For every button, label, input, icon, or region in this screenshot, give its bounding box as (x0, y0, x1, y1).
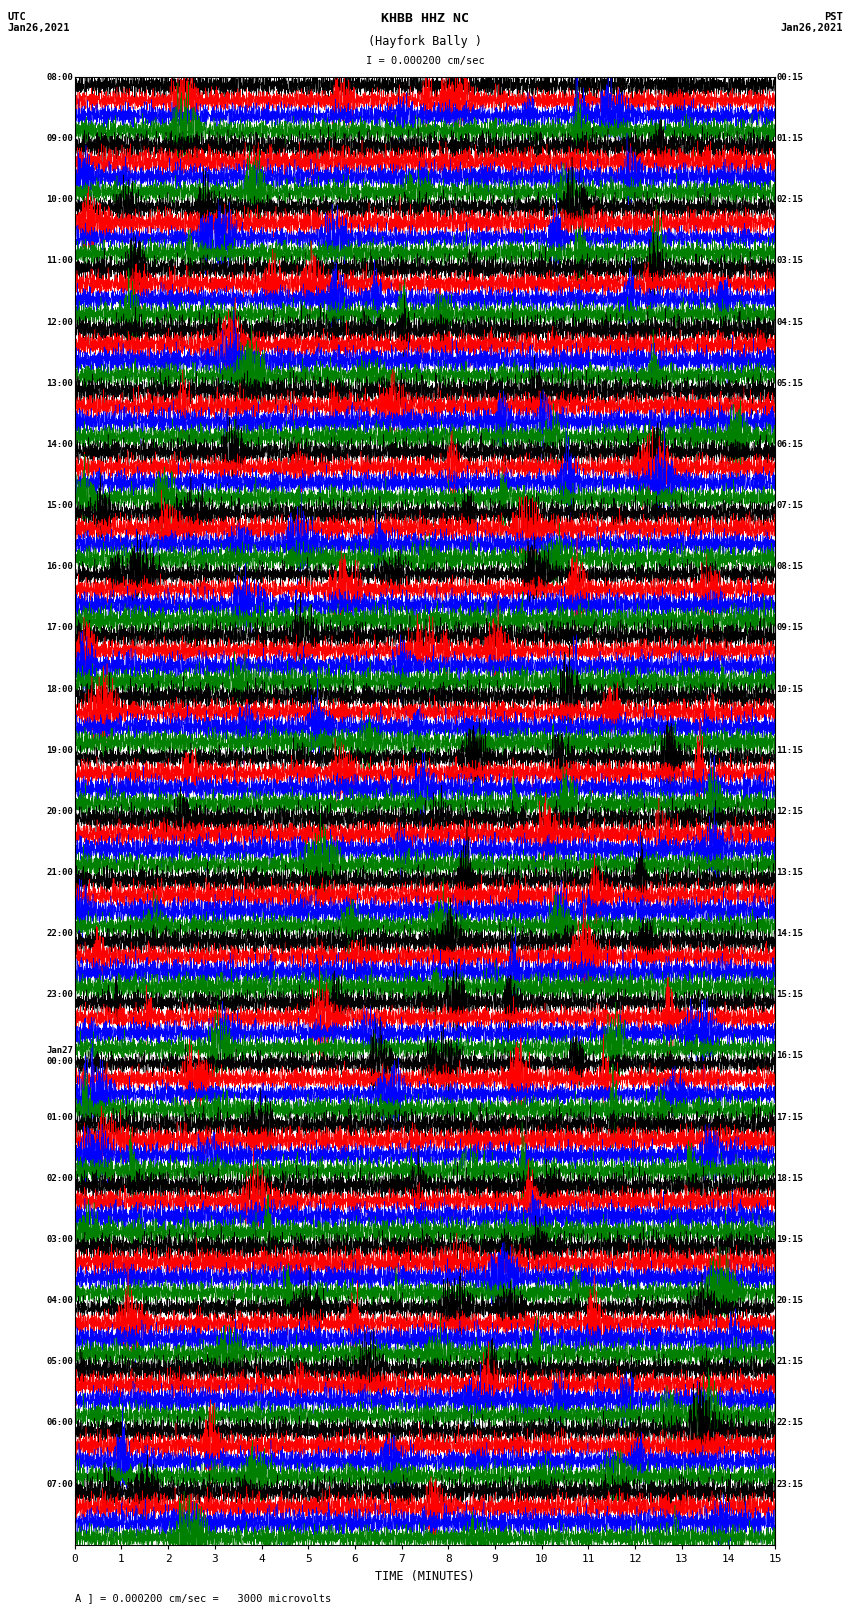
Text: A ] = 0.000200 cm/sec =   3000 microvolts: A ] = 0.000200 cm/sec = 3000 microvolts (75, 1592, 331, 1603)
Text: 07:15: 07:15 (777, 502, 803, 510)
Text: 04:00: 04:00 (47, 1297, 73, 1305)
Text: 12:00: 12:00 (47, 318, 73, 326)
Text: Jan27
00:00: Jan27 00:00 (47, 1047, 73, 1066)
Text: 18:00: 18:00 (47, 684, 73, 694)
Text: 02:15: 02:15 (777, 195, 803, 205)
Text: 21:15: 21:15 (777, 1357, 803, 1366)
Text: 13:00: 13:00 (47, 379, 73, 387)
Text: 23:00: 23:00 (47, 990, 73, 1000)
Text: 09:15: 09:15 (777, 623, 803, 632)
Text: PST
Jan26,2021: PST Jan26,2021 (780, 11, 842, 34)
Text: 14:15: 14:15 (777, 929, 803, 939)
Text: 03:15: 03:15 (777, 256, 803, 266)
Text: 08:00: 08:00 (47, 73, 73, 82)
Text: 02:00: 02:00 (47, 1174, 73, 1182)
Text: I = 0.000200 cm/sec: I = 0.000200 cm/sec (366, 56, 484, 66)
Text: 19:15: 19:15 (777, 1236, 803, 1244)
Text: 11:15: 11:15 (777, 745, 803, 755)
Text: 10:00: 10:00 (47, 195, 73, 205)
Text: 06:00: 06:00 (47, 1418, 73, 1428)
Text: 17:15: 17:15 (777, 1113, 803, 1121)
Text: 03:00: 03:00 (47, 1236, 73, 1244)
Text: 04:15: 04:15 (777, 318, 803, 326)
Text: 20:00: 20:00 (47, 806, 73, 816)
Text: 16:15: 16:15 (777, 1052, 803, 1060)
Text: 22:15: 22:15 (777, 1418, 803, 1428)
Text: 20:15: 20:15 (777, 1297, 803, 1305)
Text: (Hayfork Bally ): (Hayfork Bally ) (368, 35, 482, 48)
Text: 05:15: 05:15 (777, 379, 803, 387)
Text: 19:00: 19:00 (47, 745, 73, 755)
Text: 06:15: 06:15 (777, 440, 803, 448)
Text: 22:00: 22:00 (47, 929, 73, 939)
Text: 08:15: 08:15 (777, 563, 803, 571)
Text: 05:00: 05:00 (47, 1357, 73, 1366)
Text: 01:15: 01:15 (777, 134, 803, 144)
Text: 15:00: 15:00 (47, 502, 73, 510)
Text: 01:00: 01:00 (47, 1113, 73, 1121)
Text: 15:15: 15:15 (777, 990, 803, 1000)
Text: 11:00: 11:00 (47, 256, 73, 266)
Text: UTC
Jan26,2021: UTC Jan26,2021 (8, 11, 70, 34)
Text: 14:00: 14:00 (47, 440, 73, 448)
Text: 18:15: 18:15 (777, 1174, 803, 1182)
Text: 07:00: 07:00 (47, 1479, 73, 1489)
X-axis label: TIME (MINUTES): TIME (MINUTES) (375, 1569, 475, 1582)
Text: 13:15: 13:15 (777, 868, 803, 877)
Text: 12:15: 12:15 (777, 806, 803, 816)
Text: 10:15: 10:15 (777, 684, 803, 694)
Text: 21:00: 21:00 (47, 868, 73, 877)
Text: 00:15: 00:15 (777, 73, 803, 82)
Text: 17:00: 17:00 (47, 623, 73, 632)
Text: 16:00: 16:00 (47, 563, 73, 571)
Text: 23:15: 23:15 (777, 1479, 803, 1489)
Text: KHBB HHZ NC: KHBB HHZ NC (381, 11, 469, 24)
Text: 09:00: 09:00 (47, 134, 73, 144)
